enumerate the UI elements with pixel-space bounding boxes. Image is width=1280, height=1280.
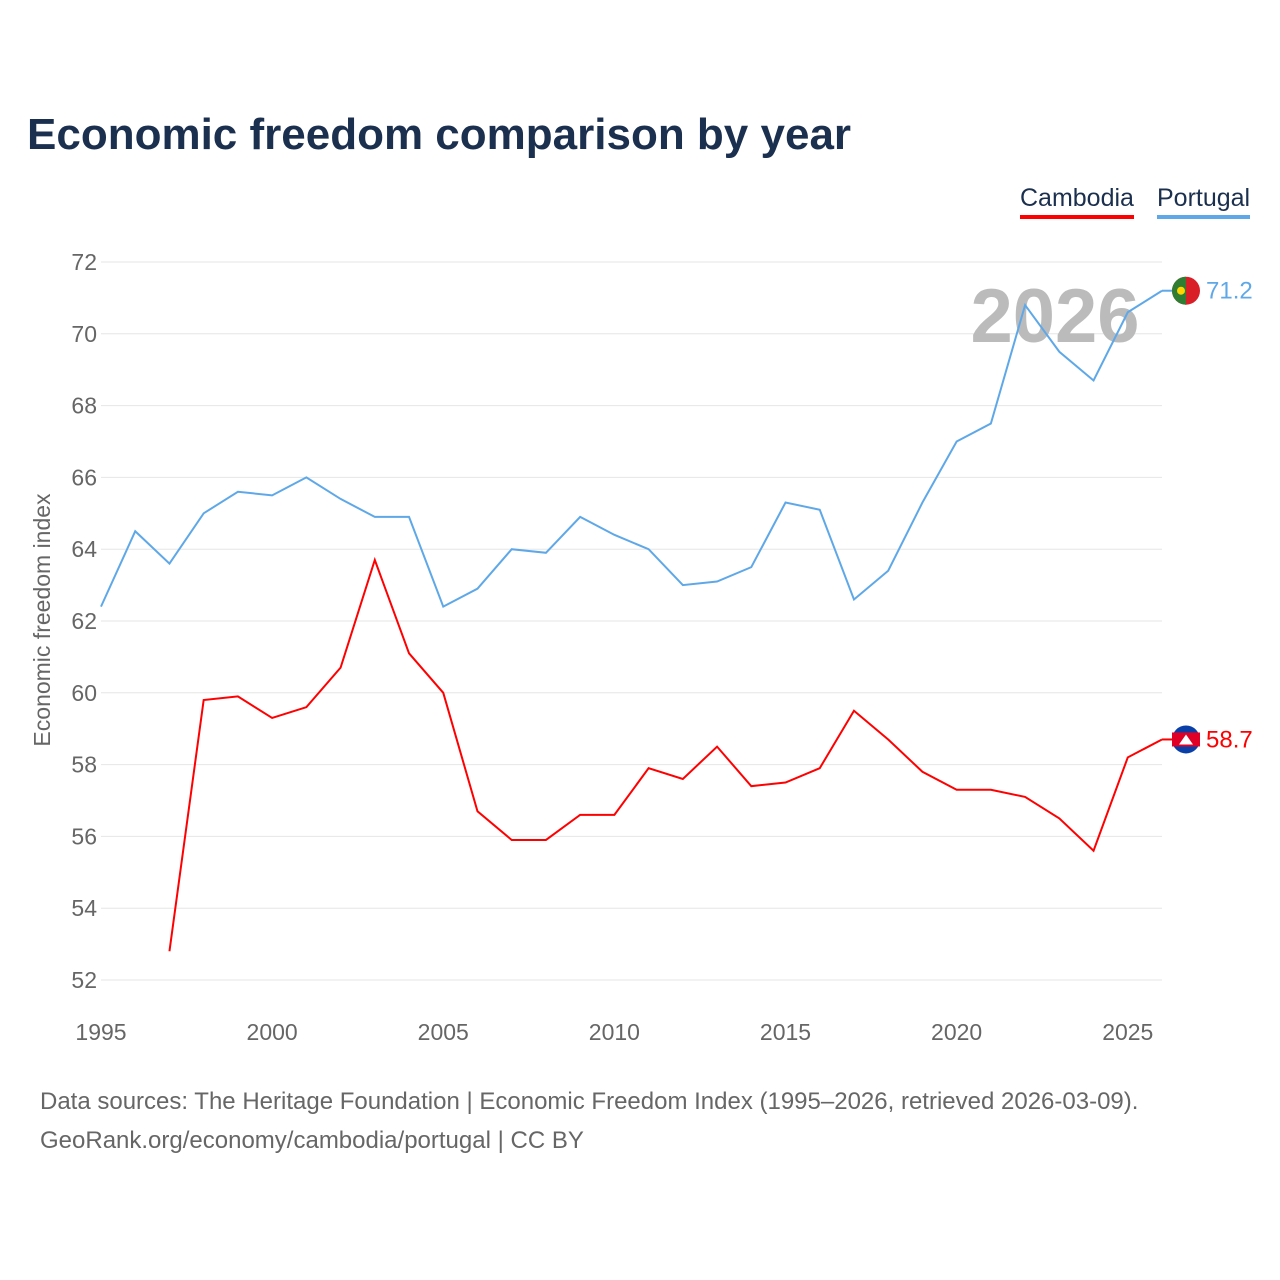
data-point (304, 475, 308, 479)
data-point (784, 501, 788, 505)
data-point (544, 838, 548, 842)
data-point (202, 511, 206, 515)
data-point (749, 784, 753, 788)
data-point (681, 777, 685, 781)
data-point (236, 490, 240, 494)
data-point (544, 551, 548, 555)
data-point (339, 666, 343, 670)
y-tick-label: 64 (71, 536, 97, 562)
data-point (441, 605, 445, 609)
data-point (920, 501, 924, 505)
data-point (167, 562, 171, 566)
legend-cambodia[interactable]: Cambodia (1020, 184, 1134, 219)
data-point (1092, 849, 1096, 853)
data-point (578, 813, 582, 817)
data-point (167, 949, 171, 953)
data-point (612, 813, 616, 817)
data-point (236, 694, 240, 698)
data-point (407, 651, 411, 655)
data-point (133, 529, 137, 533)
data-point (475, 809, 479, 813)
end-value-label: 71.2 (1206, 278, 1253, 305)
data-point (1023, 795, 1027, 799)
y-tick-label: 56 (71, 823, 97, 849)
series-line-cambodia (168, 556, 1163, 952)
data-point (955, 788, 959, 792)
data-point (749, 565, 753, 569)
data-point (784, 781, 788, 785)
y-tick-label: 58 (71, 752, 97, 778)
data-point (407, 515, 411, 519)
data-point (373, 558, 377, 562)
legend-portugal[interactable]: Portugal (1157, 184, 1251, 219)
data-point (578, 515, 582, 519)
data-point (955, 440, 959, 444)
series-line-portugal (100, 289, 1163, 609)
data-point (612, 533, 616, 537)
x-tick-label: 2015 (760, 1019, 811, 1045)
x-tick-label: 2000 (247, 1019, 298, 1045)
data-point (99, 605, 103, 609)
data-point (1057, 350, 1061, 354)
data-point (339, 497, 343, 501)
x-tick-label: 2025 (1102, 1019, 1153, 1045)
data-point (989, 422, 993, 426)
data-point (1126, 755, 1130, 759)
data-point (304, 705, 308, 709)
y-tick-label: 68 (71, 393, 97, 419)
data-point (715, 580, 719, 584)
data-point (886, 737, 890, 741)
y-tick-label: 60 (71, 680, 97, 706)
data-point (818, 766, 822, 770)
data-point (852, 709, 856, 713)
data-point (1092, 378, 1096, 382)
data-point (920, 770, 924, 774)
source-url: GeoRank.org/economy/cambodia/portugal | … (40, 1127, 584, 1154)
y-tick-label: 70 (71, 321, 97, 347)
portugal-flag-icon (1172, 276, 1200, 305)
y-tick-label: 52 (71, 967, 97, 993)
data-point (510, 547, 514, 551)
data-point (715, 745, 719, 749)
data-point (510, 838, 514, 842)
x-tick-label: 2020 (931, 1019, 982, 1045)
data-point (852, 597, 856, 601)
data-point (647, 766, 651, 770)
data-point (270, 493, 274, 497)
y-tick-label: 54 (71, 895, 97, 921)
chart-title: Economic freedom comparison by year (27, 110, 852, 159)
source-text: Data sources: The Heritage Foundation | … (40, 1088, 1139, 1115)
x-tick-label: 2005 (418, 1019, 469, 1045)
data-point (681, 583, 685, 587)
x-tick-label: 1995 (75, 1019, 126, 1045)
data-point (818, 508, 822, 512)
data-point (475, 587, 479, 591)
data-point (1057, 816, 1061, 820)
data-point (270, 716, 274, 720)
data-point (1023, 303, 1027, 307)
y-tick-label: 62 (71, 608, 97, 634)
data-point (989, 788, 993, 792)
y-axis-label: Economic freedom index (29, 493, 55, 747)
cambodia-flag-icon (1172, 725, 1200, 754)
y-tick-label: 72 (71, 249, 97, 275)
x-tick-label: 2010 (589, 1019, 640, 1045)
data-point (886, 569, 890, 573)
data-point (1126, 310, 1130, 314)
y-tick-label: 66 (71, 464, 97, 490)
data-point (373, 515, 377, 519)
end-value-label: 58.7 (1206, 726, 1253, 753)
data-point (202, 698, 206, 702)
data-point (441, 691, 445, 695)
data-point (647, 547, 651, 551)
